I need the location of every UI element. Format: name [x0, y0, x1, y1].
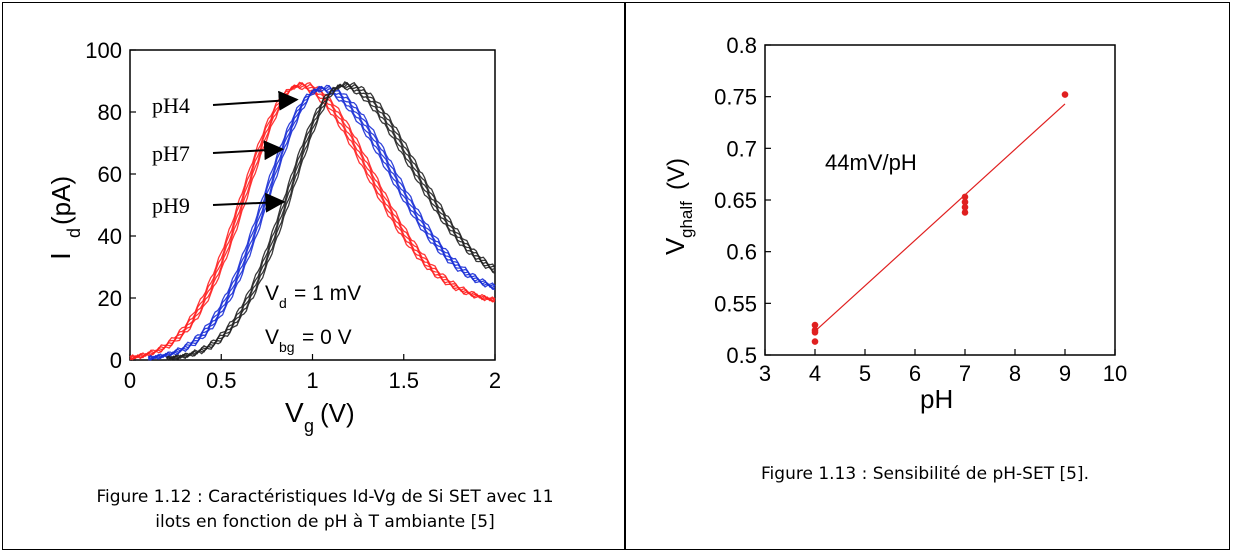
x-tick-label: 1 — [306, 368, 318, 393]
data-point — [961, 203, 969, 211]
data-point — [1061, 91, 1069, 98]
plot-frame-2 — [764, 44, 1116, 356]
data-point — [811, 338, 819, 345]
ph-arrow — [212, 90, 299, 111]
y-tick-label: 20 — [98, 286, 122, 311]
annotation-vd: V d = 1 mV — [265, 282, 361, 311]
x-tick-label: 10 — [1103, 361, 1127, 386]
fit-line — [814, 103, 1066, 332]
ylabel-main: I — [45, 252, 76, 260]
curve-pH9 — [166, 81, 496, 361]
svg-text:bg: bg — [279, 339, 295, 355]
x-tick-label: 3 — [759, 361, 771, 386]
y-tick-label: 0.5 — [726, 343, 757, 368]
ylabel-sub: d — [64, 228, 84, 238]
column-divider — [624, 2, 626, 550]
x-tick-label: 4 — [809, 361, 821, 386]
x-tick-label: 5 — [859, 361, 871, 386]
xlabel2: pH — [920, 384, 953, 414]
y-tick-label: 0.6 — [726, 240, 757, 265]
ph-label: pH7 — [152, 141, 190, 166]
annotation-vbg: V bg = 0 V — [265, 326, 352, 355]
svg-text:= 0 V: = 0 V — [302, 326, 352, 349]
caption-left-line2: ilots en fonction de pH à T ambiante [5] — [155, 512, 495, 532]
slope-annotation: 44mV/pH — [825, 150, 917, 175]
curve-pH4 — [129, 84, 496, 360]
curve-pH4 — [129, 81, 496, 361]
data-point — [961, 193, 969, 201]
x-tick-label: 0 — [124, 368, 136, 393]
y-tick-label: 0.65 — [714, 188, 757, 213]
svg-text:V: V — [265, 282, 279, 305]
y-tick-label: 0.7 — [726, 136, 757, 161]
xlabel-sub: g — [304, 416, 314, 436]
y-tick-label: 40 — [98, 224, 122, 249]
xlabel-unit: (V) — [320, 398, 355, 428]
data-point — [961, 209, 969, 216]
svg-text:= 1 mV: = 1 mV — [294, 282, 361, 305]
x-tick-label: 2 — [489, 368, 501, 393]
x-tick-label: 6 — [909, 361, 921, 386]
x-tick-label: 0.5 — [206, 368, 237, 393]
ylabel2-sub: ghalf — [677, 201, 696, 238]
ylabel2-main: V — [660, 237, 690, 255]
caption-right: Figure 1.13 : Sensibilité de pH-SET [5]. — [761, 464, 1089, 484]
ylabel2-unit: (V) — [663, 158, 690, 190]
ph-label: pH9 — [152, 193, 190, 218]
y-tick-label: 100 — [85, 38, 122, 63]
ph-label: pH4 — [152, 93, 190, 118]
data-point — [811, 328, 819, 336]
caption-left-line1: Figure 1.12 : Caractéristiques Id-Vg de … — [96, 487, 554, 507]
y-tick-label: 0.8 — [726, 33, 757, 58]
vghalf-ph-chart: 0.5 0.55 0.6 0.65 0.7 0.75 0.8 3 4 5 6 7 8 9 10 V gha… — [660, 33, 1127, 414]
x-tick-label: 8 — [1009, 361, 1021, 386]
y-tick-label: 60 — [98, 162, 122, 187]
y-tick-label: 0.75 — [714, 85, 757, 110]
data-point — [961, 198, 969, 206]
y-tick-label: 0.55 — [714, 291, 757, 316]
svg-text:V: V — [265, 326, 279, 349]
curve-pH7 — [147, 88, 496, 360]
ylabel-unit: (pA) — [46, 176, 76, 225]
xlabel-main: V — [285, 397, 304, 428]
curve-pH7 — [148, 84, 496, 361]
y-tick-label: 80 — [98, 100, 122, 125]
ph-arrow — [212, 192, 286, 213]
svg-text:d: d — [279, 295, 287, 311]
data-point — [811, 321, 819, 329]
x-tick-label: 1.5 — [388, 368, 419, 393]
ph-arrow — [212, 140, 285, 161]
id-vg-chart: 0 20 40 60 80 100 0 0.5 1 1.5 2 pH4 pH7 pH9 I d (pA… — [45, 38, 501, 436]
x-tick-label: 7 — [959, 361, 971, 386]
curve-pH9 — [166, 83, 496, 361]
caption-left: Figure 1.12 : Caractéristiques Id-Vg de … — [30, 485, 620, 535]
y-tick-label: 0 — [110, 348, 122, 373]
x-tick-label: 9 — [1059, 361, 1071, 386]
